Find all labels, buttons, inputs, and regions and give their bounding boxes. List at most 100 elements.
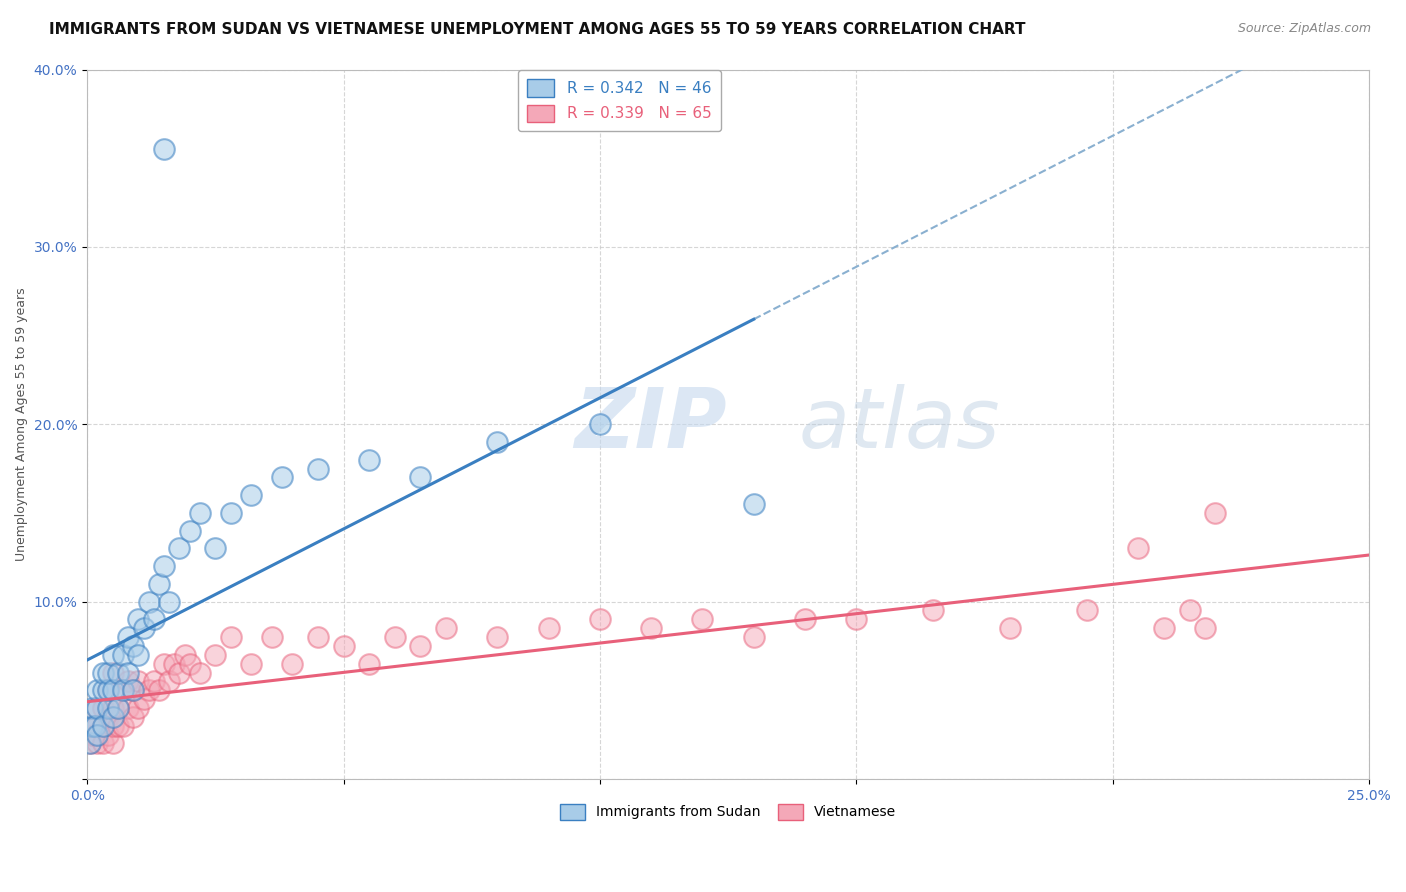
Point [486,630,509,644]
Point [97,665,120,680]
Point [97,701,120,715]
Legend: Immigrants from Sudan, Vietnamese: Immigrants from Sudan, Vietnamese [555,798,901,825]
Point [1178,603,1201,617]
Point [107,719,129,733]
Point [845,612,868,626]
Point [148,683,170,698]
Y-axis label: Unemployment Among Ages 55 to 59 years: Unemployment Among Ages 55 to 59 years [15,287,28,561]
Point [82,701,104,715]
Point [107,665,129,680]
Point [169,665,191,680]
Point [409,470,432,484]
Point [138,594,160,608]
Point [260,630,283,644]
Point [107,701,129,715]
Text: ZIP: ZIP [574,384,727,465]
Point [142,674,165,689]
Point [281,657,304,671]
Point [794,612,817,626]
Point [97,683,120,698]
Point [188,506,211,520]
Point [91,719,114,733]
Point [97,683,120,698]
Point [101,665,124,680]
Point [127,701,149,715]
Point [219,506,242,520]
Point [132,621,155,635]
Point [742,497,765,511]
Point [107,701,129,715]
Point [127,648,149,662]
Point [97,728,120,742]
Point [153,142,176,156]
Point [188,665,211,680]
Point [142,612,165,626]
Point [79,736,101,750]
Point [169,541,191,556]
Point [332,639,354,653]
Point [117,630,139,644]
Point [240,657,263,671]
Point [122,639,145,653]
Point [1153,621,1175,635]
Point [998,621,1021,635]
Point [359,657,381,671]
Point [434,621,457,635]
Point [83,728,105,742]
Point [101,719,124,733]
Point [79,736,101,750]
Point [157,674,180,689]
Point [409,639,432,653]
Point [127,612,149,626]
Point [127,674,149,689]
Point [117,701,139,715]
Point [384,630,406,644]
Point [1204,506,1226,520]
Text: Source: ZipAtlas.com: Source: ZipAtlas.com [1237,22,1371,36]
Point [91,683,114,698]
Point [173,648,195,662]
Point [86,701,108,715]
Text: IMMIGRANTS FROM SUDAN VS VIETNAMESE UNEMPLOYMENT AMONG AGES 55 TO 59 YEARS CORRE: IMMIGRANTS FROM SUDAN VS VIETNAMESE UNEM… [49,22,1026,37]
Point [91,665,114,680]
Point [204,541,226,556]
Point [82,719,104,733]
Point [589,417,612,432]
Point [82,719,104,733]
Point [91,736,114,750]
Point [112,683,135,698]
Point [179,524,201,538]
Point [163,657,186,671]
Point [122,683,145,698]
Point [922,603,945,617]
Point [86,683,108,698]
Point [97,710,120,724]
Point [219,630,242,644]
Point [240,488,263,502]
Point [82,728,104,742]
Point [122,683,145,698]
Point [138,683,160,698]
Point [86,736,108,750]
Point [117,674,139,689]
Point [83,719,105,733]
Point [742,630,765,644]
Point [101,701,124,715]
Point [589,612,612,626]
Point [86,701,108,715]
Point [153,559,176,574]
Point [1128,541,1150,556]
Point [117,665,139,680]
Point [86,728,108,742]
Point [122,710,145,724]
Point [91,719,114,733]
Point [153,657,176,671]
Point [640,621,662,635]
Text: atlas: atlas [799,384,1000,465]
Point [86,719,108,733]
Point [148,577,170,591]
Point [359,452,381,467]
Point [101,648,124,662]
Point [101,710,124,724]
Point [271,470,294,484]
